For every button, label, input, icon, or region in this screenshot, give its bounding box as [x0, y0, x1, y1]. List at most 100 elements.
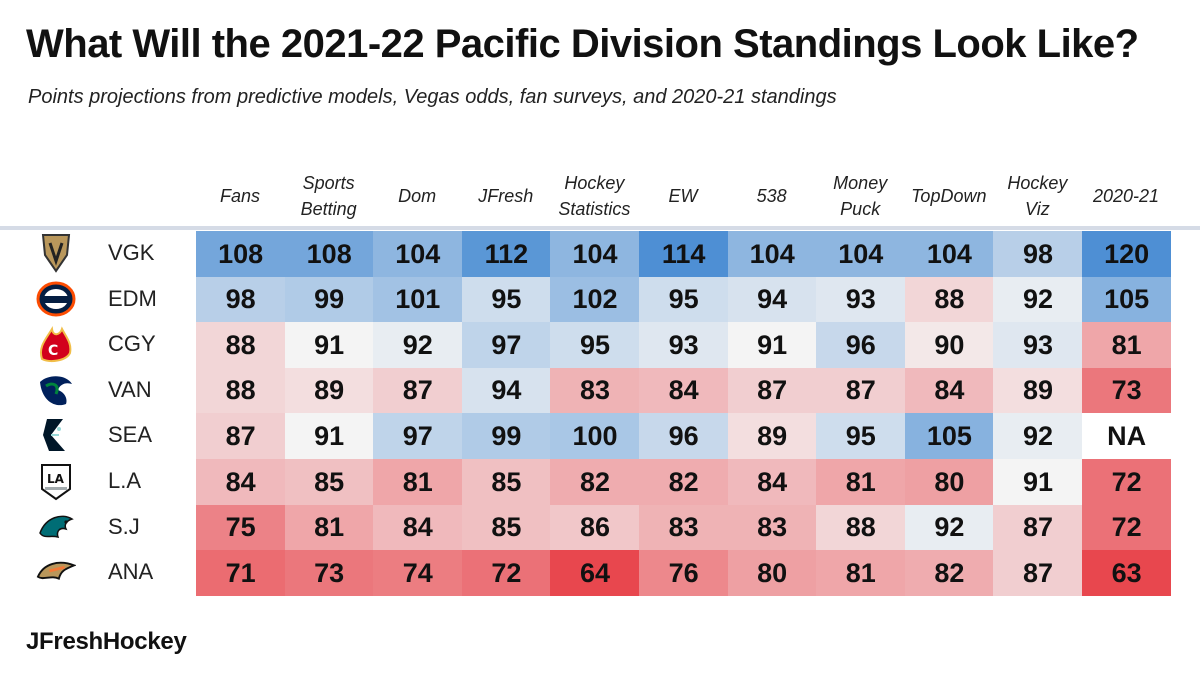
heatmap-cell: 75 — [196, 504, 286, 551]
column-header: Fans — [196, 168, 284, 224]
column-header-line: Hockey — [564, 173, 625, 193]
header-divider — [0, 226, 1200, 230]
column-header-line: 2020-21 — [1092, 186, 1160, 206]
column-header: JFresh — [462, 168, 550, 224]
heatmap-cell: 90 — [904, 322, 994, 369]
svg-text:LA: LA — [47, 472, 65, 486]
heatmap-cell: 95 — [639, 276, 729, 323]
heatmap-cell: 98 — [196, 276, 286, 323]
heatmap-cell: 73 — [1082, 367, 1172, 414]
column-header-line: Dom — [398, 186, 437, 206]
heatmap-cell: 84 — [639, 367, 729, 414]
column-header: 2020-21 — [1082, 168, 1170, 224]
column-header: Dom — [373, 168, 461, 224]
heatmap-cell: 74 — [373, 550, 463, 597]
heatmap-cell: 97 — [373, 413, 463, 460]
heatmap-cell: 84 — [196, 459, 286, 506]
column-header-line: TopDown — [911, 186, 987, 206]
heatmap-cell: 83 — [550, 367, 640, 414]
column-header: Hockey Viz — [993, 168, 1081, 224]
heatmap-cell: 87 — [727, 367, 817, 414]
team-abbreviation: SEA — [108, 422, 153, 448]
column-header-line: Betting — [300, 199, 357, 219]
heatmap-cell: NA — [1082, 413, 1172, 460]
heatmap-cell: 93 — [816, 276, 906, 323]
column-header: Sports Betting — [285, 168, 373, 224]
sj-logo-icon — [36, 507, 76, 547]
heatmap-cell: 94 — [461, 367, 551, 414]
heatmap-cell: 81 — [816, 550, 906, 597]
heatmap-cell: 91 — [284, 322, 374, 369]
heatmap-cell: 88 — [816, 504, 906, 551]
team-abbreviation: S.J — [108, 513, 140, 539]
footer-credit: JFreshHockey — [26, 628, 187, 655]
column-header: Money Puck — [816, 168, 904, 224]
heatmap-cell: 99 — [461, 413, 551, 460]
heatmap-cell: 108 — [284, 231, 374, 278]
heatmap-cell: 114 — [639, 231, 729, 278]
heatmap-cell: 82 — [904, 550, 994, 597]
sea-logo-icon — [36, 415, 76, 455]
column-header-line: 538 — [756, 186, 787, 206]
heatmap-cell: 92 — [993, 276, 1083, 323]
heatmap-cell: 112 — [461, 231, 551, 278]
heatmap-cell: 93 — [993, 322, 1083, 369]
heatmap-cell: 87 — [993, 504, 1083, 551]
heatmap-cell: 97 — [461, 322, 551, 369]
heatmap-cell: 82 — [550, 459, 640, 506]
heatmap-cell: 104 — [550, 231, 640, 278]
heatmap-cell: 76 — [639, 550, 729, 597]
heatmap-cell: 95 — [461, 276, 551, 323]
column-header-line: Statistics — [558, 199, 631, 219]
heatmap-cell: 72 — [461, 550, 551, 597]
heatmap-cell: 87 — [196, 413, 286, 460]
heatmap-cell: 89 — [284, 367, 374, 414]
team-abbreviation: ANA — [108, 559, 154, 585]
heatmap-cell: 82 — [639, 459, 729, 506]
heatmap-cell: 95 — [816, 413, 906, 460]
column-header-line: EW — [668, 186, 698, 206]
heatmap-cell: 92 — [993, 413, 1083, 460]
team-abbreviation: VGK — [108, 240, 155, 265]
heatmap-cell: 91 — [284, 413, 374, 460]
heatmap-cell: 96 — [639, 413, 729, 460]
heatmap-cell: 92 — [904, 504, 994, 551]
ana-logo-icon — [36, 552, 76, 592]
column-header-line: Hockey — [1007, 173, 1068, 193]
heatmap-cell: 86 — [550, 504, 640, 551]
svg-text:C: C — [48, 343, 58, 359]
heatmap-cell: 95 — [550, 322, 640, 369]
heatmap-cell: 84 — [904, 367, 994, 414]
team-abbreviation: VAN — [108, 376, 152, 402]
heatmap-cell: 88 — [196, 322, 286, 369]
heatmap-cell: 98 — [993, 231, 1083, 278]
heatmap-cell: 94 — [727, 276, 817, 323]
heatmap-cell: 72 — [1082, 504, 1172, 551]
edm-logo-icon — [36, 279, 76, 319]
heatmap-cell: 80 — [904, 459, 994, 506]
heatmap-cell: 91 — [993, 459, 1083, 506]
column-header-line: Sports — [302, 173, 355, 193]
heatmap-cell: 102 — [550, 276, 640, 323]
heatmap-cell: 81 — [816, 459, 906, 506]
vgk-logo-icon — [36, 233, 76, 273]
heatmap-cell: 80 — [727, 550, 817, 597]
heatmap-cell: 87 — [993, 550, 1083, 597]
heatmap-cell: 101 — [373, 276, 463, 323]
column-header: TopDown — [905, 168, 993, 224]
team-abbreviation: CGY — [108, 331, 156, 357]
heatmap-cell: 89 — [993, 367, 1083, 414]
page-subtitle: Points projections from predictive model… — [28, 86, 837, 108]
heatmap-cell: 87 — [373, 367, 463, 414]
column-header-line: Viz — [1025, 199, 1050, 219]
heatmap-cell: 87 — [816, 367, 906, 414]
heatmap-cell: 72 — [1082, 459, 1172, 506]
heatmap-cell: 96 — [816, 322, 906, 369]
heatmap-cell: 83 — [639, 504, 729, 551]
column-header: EW — [639, 168, 727, 224]
heatmap-cell: 63 — [1082, 550, 1172, 597]
van-logo-icon — [36, 370, 76, 410]
heatmap-cell: 99 — [284, 276, 374, 323]
column-header-line: Money — [833, 173, 888, 193]
heatmap-cell: 81 — [284, 504, 374, 551]
